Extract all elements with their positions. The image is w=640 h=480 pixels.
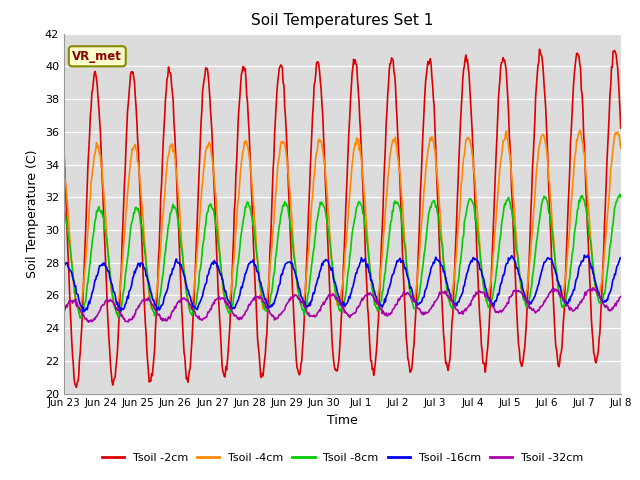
Tsoil -32cm: [214, 296, 222, 301]
Tsoil -4cm: [428, 138, 435, 144]
Tsoil -32cm: [85, 319, 93, 325]
Tsoil -4cm: [185, 304, 193, 310]
Tsoil -2cm: [60, 148, 68, 154]
Title: Soil Temperatures Set 1: Soil Temperatures Set 1: [252, 13, 433, 28]
Line: Tsoil -8cm: Tsoil -8cm: [64, 194, 621, 318]
Tsoil -2cm: [128, 70, 136, 76]
Tsoil -8cm: [185, 300, 193, 305]
Tsoil -16cm: [617, 255, 625, 261]
Tsoil -16cm: [70, 279, 78, 285]
Tsoil -32cm: [617, 294, 625, 300]
Tsoil -4cm: [214, 227, 222, 232]
Line: Tsoil -16cm: Tsoil -16cm: [64, 255, 621, 312]
Tsoil -32cm: [185, 300, 193, 305]
Tsoil -4cm: [128, 146, 136, 152]
X-axis label: Time: Time: [327, 414, 358, 427]
Tsoil -2cm: [617, 125, 625, 131]
Legend: Tsoil -2cm, Tsoil -4cm, Tsoil -8cm, Tsoil -16cm, Tsoil -32cm: Tsoil -2cm, Tsoil -4cm, Tsoil -8cm, Tsoi…: [97, 448, 588, 467]
Tsoil -4cm: [70, 289, 78, 295]
Tsoil -16cm: [185, 289, 193, 295]
Tsoil -4cm: [76, 311, 83, 317]
Tsoil -8cm: [617, 194, 625, 200]
Tsoil -32cm: [428, 306, 435, 312]
Tsoil -16cm: [80, 309, 88, 314]
Line: Tsoil -4cm: Tsoil -4cm: [64, 131, 621, 314]
Tsoil -2cm: [536, 47, 543, 52]
Tsoil -16cm: [411, 298, 419, 303]
Tsoil -32cm: [60, 309, 68, 314]
Tsoil -8cm: [76, 315, 84, 321]
Tsoil -16cm: [128, 279, 136, 285]
Tsoil -4cm: [411, 293, 419, 299]
Tsoil -32cm: [589, 285, 596, 291]
Line: Tsoil -2cm: Tsoil -2cm: [64, 49, 621, 387]
Tsoil -16cm: [214, 263, 222, 269]
Tsoil -8cm: [60, 207, 68, 213]
Tsoil -2cm: [185, 373, 193, 379]
Tsoil -2cm: [72, 384, 80, 390]
Tsoil -16cm: [580, 252, 588, 258]
Tsoil -4cm: [60, 162, 68, 168]
Tsoil -2cm: [214, 288, 222, 294]
Tsoil -32cm: [411, 299, 419, 305]
Tsoil -8cm: [214, 241, 222, 247]
Tsoil -4cm: [576, 128, 584, 133]
Tsoil -8cm: [616, 192, 624, 197]
Tsoil -2cm: [70, 375, 78, 381]
Tsoil -2cm: [428, 61, 435, 67]
Tsoil -32cm: [70, 299, 78, 304]
Tsoil -16cm: [428, 265, 435, 271]
Tsoil -2cm: [411, 325, 419, 331]
Line: Tsoil -32cm: Tsoil -32cm: [64, 288, 621, 322]
Tsoil -8cm: [411, 306, 419, 312]
Tsoil -32cm: [128, 317, 136, 323]
Tsoil -8cm: [70, 278, 78, 284]
Text: VR_met: VR_met: [72, 50, 122, 63]
Tsoil -16cm: [60, 264, 68, 270]
Tsoil -4cm: [617, 145, 625, 151]
Tsoil -8cm: [428, 204, 435, 210]
Tsoil -8cm: [128, 219, 136, 225]
Y-axis label: Soil Temperature (C): Soil Temperature (C): [26, 149, 39, 278]
